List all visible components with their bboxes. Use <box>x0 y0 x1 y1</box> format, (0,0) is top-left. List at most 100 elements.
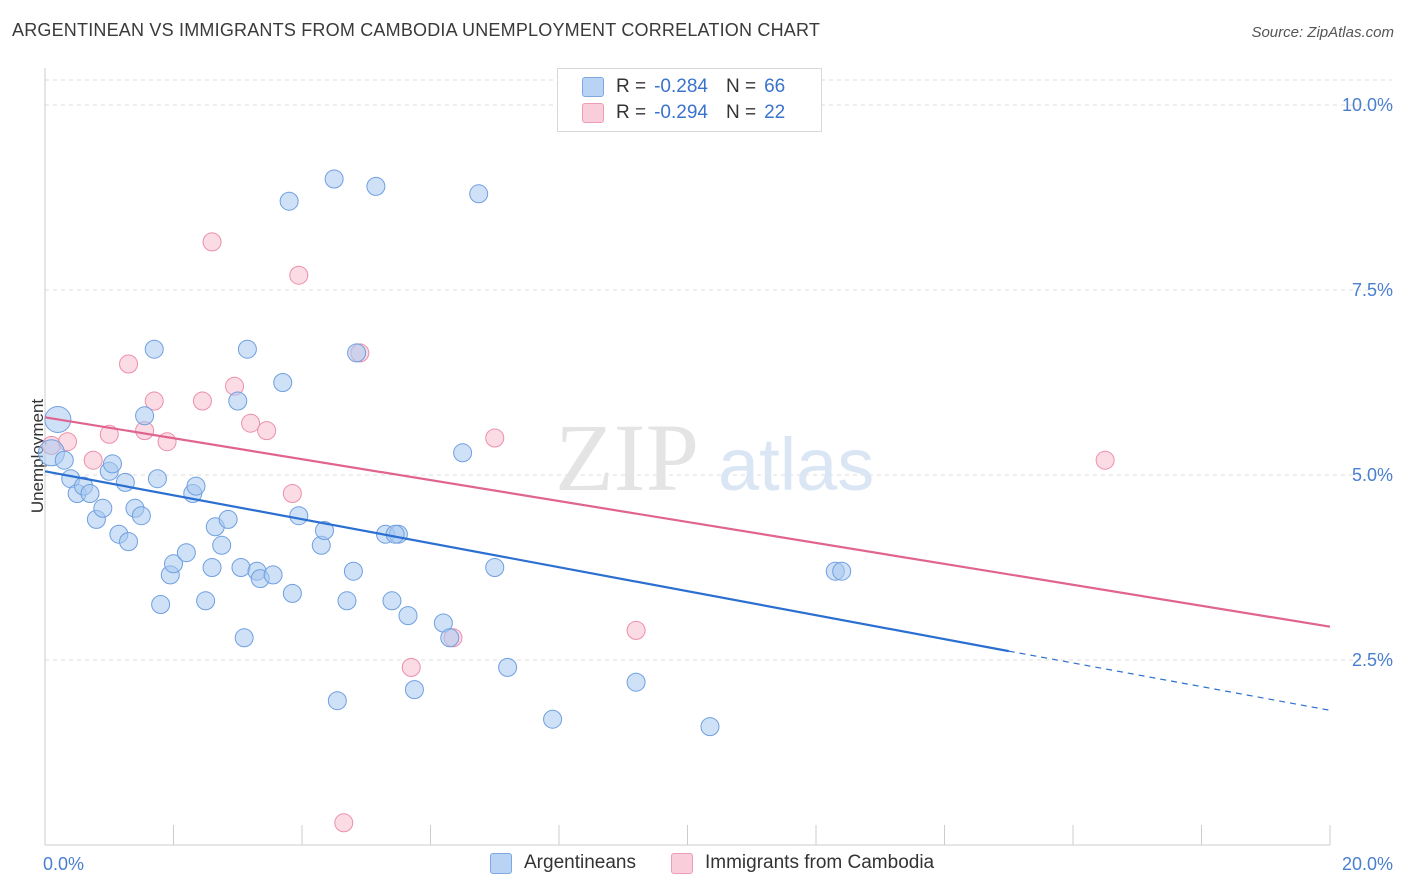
cambodia-point <box>241 413 261 433</box>
legend-n-label: N = <box>725 102 757 123</box>
argentinean-point <box>832 561 852 581</box>
argentinean-point <box>289 506 309 526</box>
watermark-zip: ZIP <box>555 404 699 511</box>
argentinean-point <box>453 443 473 463</box>
argentinean-point <box>80 484 100 503</box>
argentinean-point <box>186 476 206 496</box>
argentinean-point <box>237 339 257 359</box>
argentinean-point <box>135 406 155 426</box>
cambodia-trend-line <box>44 416 1331 628</box>
argentinean-point <box>151 595 171 614</box>
argentinean-point <box>700 717 720 737</box>
argentinean-point <box>119 532 139 552</box>
bottom-legend-swatch-pink <box>671 852 693 874</box>
argentinean-point <box>231 558 251 577</box>
legend-swatch-blue <box>582 77 604 97</box>
trend-lines <box>44 416 1331 711</box>
argentinean-point <box>404 680 424 700</box>
tick-labels: 2.5% 5.0% 7.5% 10.0% 0.0% 20.0% <box>43 95 1393 874</box>
series-cambodia-points <box>41 232 1115 833</box>
argentinean-point <box>212 535 232 555</box>
argentinean-point <box>385 524 405 544</box>
argentinean-point <box>102 454 122 474</box>
argentinean-point <box>382 591 402 611</box>
legend-n-label: N = <box>725 76 757 97</box>
argentineans-trend-extension <box>1008 650 1331 711</box>
argentinean-point <box>343 561 363 581</box>
cambodia-point <box>401 657 421 677</box>
argentinean-point <box>202 558 222 577</box>
x-tick-label: 0.0% <box>43 854 84 874</box>
legend-r-value: -0.284 <box>654 76 708 97</box>
cambodia-point <box>202 232 222 252</box>
cambodia-point <box>334 813 354 833</box>
argentinean-point <box>273 373 293 392</box>
argentinean-point <box>228 391 248 411</box>
cambodia-point <box>99 424 119 444</box>
argentinean-point <box>327 691 347 711</box>
argentinean-point <box>93 498 113 518</box>
argentinean-point <box>543 709 563 729</box>
argentinean-point <box>469 184 489 204</box>
legend-n-value: 66 <box>764 76 786 97</box>
argentinean-point <box>196 591 216 611</box>
argentinean-point <box>366 176 386 196</box>
cambodia-point <box>144 391 164 411</box>
source-label: Source: ZipAtlas.com <box>1251 24 1394 41</box>
cambodia-point <box>257 421 277 441</box>
y-tick-label: 10.0% <box>1342 95 1393 115</box>
x-tick-label: 20.0% <box>1342 854 1393 874</box>
argentineans-trend-line <box>44 470 1009 653</box>
argentinean-point <box>263 565 283 585</box>
argentinean-point <box>131 506 151 526</box>
argentinean-point <box>234 628 254 648</box>
argentinean-point <box>337 591 357 611</box>
series-argentineans-points <box>37 169 852 737</box>
legend-n-value: 22 <box>764 102 786 123</box>
y-tick-label: 7.5% <box>1352 280 1393 300</box>
legend-r-value: -0.294 <box>654 102 708 123</box>
cambodia-point <box>1095 450 1115 470</box>
argentinean-point <box>164 554 183 574</box>
argentinean-point <box>147 469 167 489</box>
cambodia-point <box>83 450 103 470</box>
argentinean-point <box>324 169 344 189</box>
argentinean-point <box>282 583 302 603</box>
cambodia-point <box>282 484 302 503</box>
argentinean-point <box>498 657 518 677</box>
argentinean-point <box>398 606 418 626</box>
argentinean-point <box>218 509 238 529</box>
argentinean-point <box>347 343 367 363</box>
cambodia-point <box>119 354 139 374</box>
legend-r-label: R = <box>616 76 647 97</box>
bottom-legend-argentineans[interactable]: Argentineans <box>490 852 636 874</box>
cambodia-point <box>626 620 646 640</box>
argentinean-point <box>314 521 334 540</box>
chart-title: ARGENTINEAN VS IMMIGRANTS FROM CAMBODIA … <box>12 20 821 40</box>
cambodia-point <box>485 428 505 448</box>
legend-swatch-pink <box>582 103 604 123</box>
argentinean-point <box>485 558 505 577</box>
legend-row-cambodia: R = -0.294 N = 22 <box>582 101 785 125</box>
watermark-atlas: atlas <box>718 423 874 506</box>
y-tick-label: 5.0% <box>1352 465 1393 485</box>
legend-top: R = -0.284 N = 66 R = -0.294 N = 22 <box>557 68 822 132</box>
bottom-legend-label: Immigrants from Cambodia <box>705 852 935 873</box>
argentinean-point <box>626 672 646 692</box>
cambodia-point <box>192 391 212 411</box>
y-tick-label: 2.5% <box>1352 650 1393 670</box>
cambodia-point <box>289 265 309 285</box>
zipatlas-watermark: ZIP atlas <box>555 404 874 511</box>
legend-r-label: R = <box>616 102 647 123</box>
legend-row-argentineans: R = -0.284 N = 66 <box>582 75 785 99</box>
argentinean-point <box>440 628 460 648</box>
bottom-legend-label: Argentineans <box>524 852 636 873</box>
argentinean-point <box>54 450 74 470</box>
bottom-legend-swatch-blue <box>490 852 512 874</box>
argentinean-point <box>115 472 135 492</box>
argentinean-point <box>144 339 164 359</box>
bottom-legend-cambodia[interactable]: Immigrants from Cambodia <box>671 852 934 874</box>
argentinean-point <box>279 191 299 211</box>
argentinean-point <box>176 543 196 563</box>
